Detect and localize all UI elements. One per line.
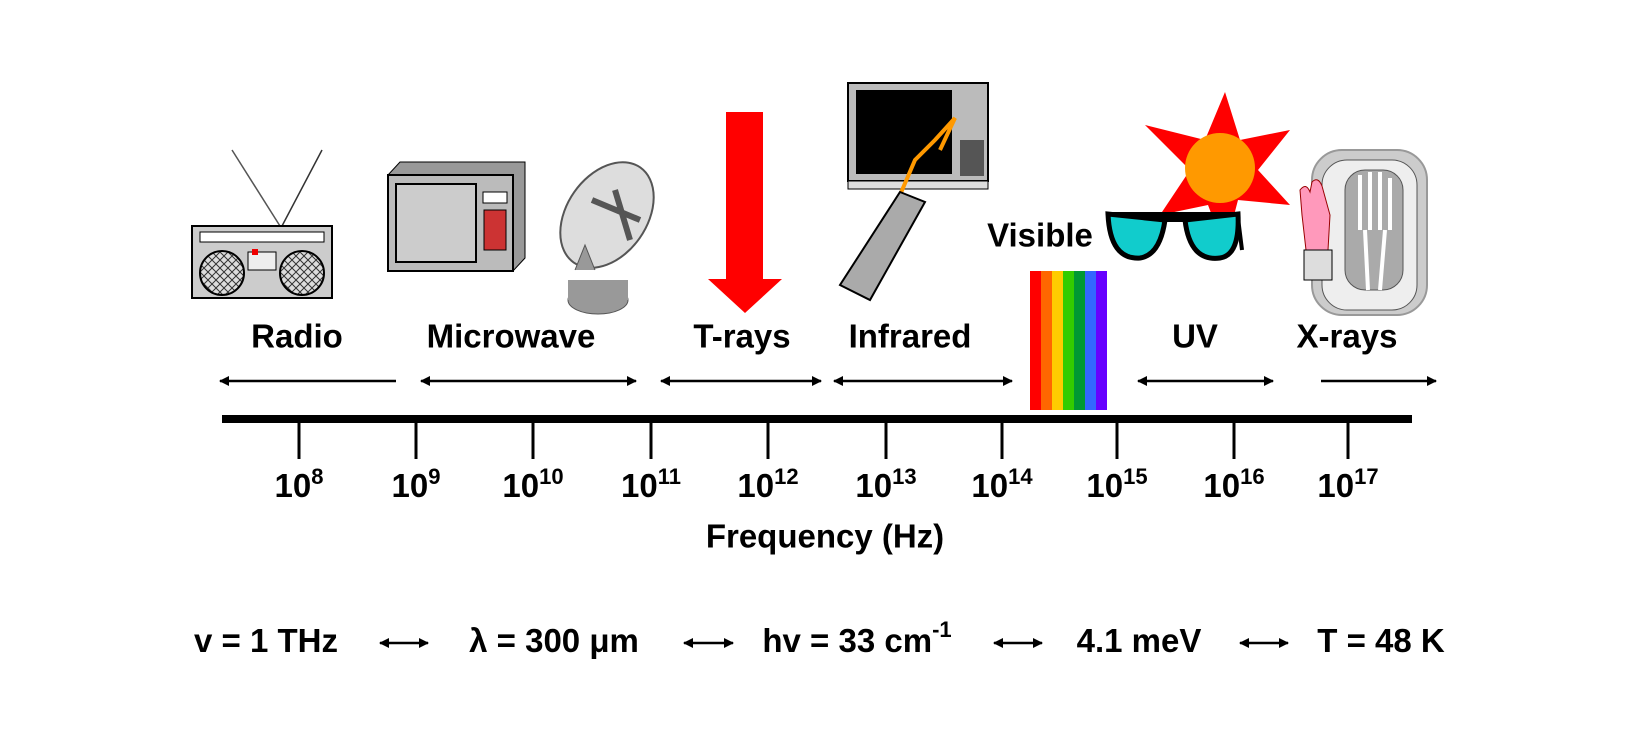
- tick-base: 10: [621, 467, 658, 504]
- radio-icon: [191, 149, 333, 299]
- tick-exponent: 17: [1354, 464, 1378, 489]
- band-label: UV: [1172, 318, 1218, 355]
- conversion-main: λ = 300 μm: [469, 622, 639, 659]
- conversion-text: 4.1 meV: [1077, 622, 1202, 659]
- tick-label: 108: [275, 464, 324, 504]
- xray-icon: [1299, 149, 1428, 316]
- tick-label: 1012: [737, 464, 798, 504]
- band-label: Infrared: [849, 318, 972, 355]
- tick-label: 109: [392, 464, 441, 504]
- conversion-text: hv = 33 cm-1: [762, 617, 951, 659]
- tick-base: 10: [392, 467, 429, 504]
- tick-exponent: 10: [539, 464, 563, 489]
- tick-label: 1017: [1317, 464, 1378, 504]
- sun-icon: [1145, 92, 1290, 250]
- tick-label: 1011: [621, 464, 681, 504]
- tick-exponent: 11: [658, 464, 681, 489]
- satellite-dish-icon: [559, 161, 655, 315]
- tick-base: 10: [855, 467, 892, 504]
- tick-exponent: 14: [1008, 464, 1033, 489]
- tick-base: 10: [971, 467, 1008, 504]
- tick-exponent: 15: [1123, 464, 1147, 489]
- microwave-icon: [387, 161, 526, 272]
- tick-base: 10: [1086, 467, 1123, 504]
- conversion-main: hv = 33 cm: [762, 622, 932, 659]
- tick-label: 1013: [855, 464, 916, 504]
- conversion-main: T = 48 K: [1317, 622, 1445, 659]
- tv-icon: [838, 82, 989, 302]
- band-label: X-rays: [1297, 318, 1398, 355]
- tick-exponent: 8: [311, 464, 323, 489]
- conversion-main: 4.1 meV: [1077, 622, 1202, 659]
- tick-base: 10: [275, 467, 312, 504]
- tick-base: 10: [502, 467, 539, 504]
- band-label: T-rays: [693, 318, 790, 355]
- tick-exponent: 16: [1240, 464, 1264, 489]
- conversion-text: v = 1 THz: [194, 622, 338, 659]
- band-label: Microwave: [427, 318, 596, 355]
- tick-exponent: 9: [428, 464, 440, 489]
- band-label: Visible: [987, 217, 1093, 254]
- tick-exponent: 13: [892, 464, 916, 489]
- tick-label: 1010: [502, 464, 563, 504]
- axis-label: Frequency (Hz): [706, 518, 944, 555]
- band-label: Radio: [251, 318, 343, 355]
- conversion-text: T = 48 K: [1317, 622, 1445, 659]
- conversion-text: λ = 300 μm: [469, 622, 639, 659]
- tick-base: 10: [1317, 467, 1354, 504]
- tick-label: 1015: [1086, 464, 1147, 504]
- tick-base: 10: [737, 467, 774, 504]
- sunglasses-icon: [1105, 211, 1244, 261]
- tick-label: 1016: [1203, 464, 1264, 504]
- conversion-main: v = 1 THz: [194, 622, 338, 659]
- tick-base: 10: [1203, 467, 1240, 504]
- t-ray-arrow: [708, 112, 782, 313]
- tick-label: 1014: [971, 464, 1033, 504]
- conversion-superscript: -1: [932, 617, 952, 642]
- visible-spectrum: [1030, 271, 1107, 410]
- tick-exponent: 12: [774, 464, 798, 489]
